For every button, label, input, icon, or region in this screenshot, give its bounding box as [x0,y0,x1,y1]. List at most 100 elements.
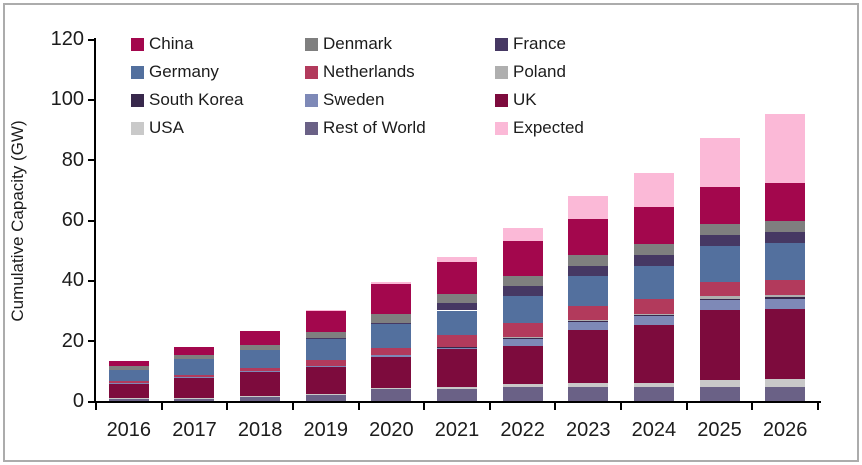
bar-segment-denmark-2023 [568,254,609,266]
bar-segment-sweden-2024 [633,315,674,325]
legend-swatch-poland [495,65,508,79]
bar-segment-denmark-2018 [240,345,281,350]
bar-segment-denmark-2025 [699,223,740,235]
bar-segment-germany-2022 [502,296,543,324]
y-tick-20 [88,340,95,343]
legend-swatch-netherlands [305,65,318,79]
legend-label-germany: Germany [149,62,219,81]
legend-item-usa: USA [131,118,305,138]
legend-item-netherlands: Netherlands [305,62,495,82]
bar-segment-poland-2025 [699,296,740,299]
x-tick-6 [488,403,491,410]
legend-swatch-china [131,37,144,51]
bar-segment-uk-2023 [568,330,609,384]
legend-item-poland: Poland [495,62,725,82]
legend-swatch-sweden [305,93,318,107]
legend: China Denmark France Germany Netherlands Pola… [131,30,725,142]
bar-segment-rest-of-world-2026 [765,386,806,401]
legend-label-sweden: Sweden [323,90,385,109]
bar-segment-france-2024 [633,255,674,267]
x-tick-1 [160,403,163,410]
bar-segment-denmark-2022 [502,276,543,287]
bar-segment-china-2019 [305,311,346,333]
bar-segment-uk-2018 [240,371,281,396]
y-tick-label-60: 60 [61,209,84,231]
y-tick-0 [88,400,95,403]
x-tick-5 [423,403,426,410]
bar-segment-china-2017 [174,346,215,355]
bar-segment-rest-of-world-2024 [633,386,674,401]
bar-segment-usa-2022 [502,384,543,388]
bar-segment-denmark-2017 [174,354,215,359]
bar-segment-sweden-2020 [371,355,412,358]
bar-segment-usa-2024 [633,383,674,387]
legend-item-south-korea: South Korea [131,90,305,110]
bar-segment-expected-2025 [699,138,740,187]
legend-label-poland: Poland [513,62,566,81]
bar-segment-uk-2025 [699,310,740,380]
x-tick-label-2022: 2022 [500,419,545,441]
bar-segment-uk-2019 [305,366,346,394]
bar-segment-netherlands-2020 [371,347,412,356]
bar-segment-france-2022 [502,286,543,297]
x-tick-0 [95,403,97,410]
x-tick-label-2024: 2024 [631,419,677,441]
bar-segment-expected-2022 [502,228,543,241]
y-axis-line [94,38,96,403]
x-tick-label-2021: 2021 [434,419,480,441]
bar-segment-france-2023 [568,265,609,276]
y-tick-label-0: 0 [72,390,84,412]
legend-swatch-germany [131,65,144,79]
bar-segment-uk-2020 [371,357,412,389]
bar-segment-france-2019 [305,338,346,339]
bar-segment-usa-2023 [568,383,609,387]
bar-segment-rest-of-world-2016 [108,398,149,401]
legend-item-expected: Expected [495,118,725,138]
bar-segment-germany-2025 [699,245,740,282]
bar-segment-expected-2026 [765,113,806,184]
x-tick-3 [291,403,294,410]
legend-swatch-rest-of-world [305,121,318,135]
bar-segment-rest-of-world-2020 [371,389,412,401]
x-tick-label-2019: 2019 [303,419,348,441]
legend-label-south-korea: South Korea [149,90,244,109]
bar-segment-germany-2021 [437,310,477,335]
legend-item-denmark: Denmark [305,34,495,54]
x-tick-label-2020: 2020 [369,419,414,441]
x-axis-line [88,401,821,403]
x-tick-label-2023: 2023 [566,419,611,441]
bar-segment-china-2023 [568,218,609,255]
bar-segment-uk-2022 [502,345,543,385]
bar-segment-germany-2024 [633,266,674,300]
bar-segment-uk-2021 [437,349,477,387]
bar-segment-germany-2026 [765,243,806,280]
bar-segment-china-2020 [371,284,412,315]
bar-segment-china-2021 [437,262,477,294]
bar-segment-sweden-2022 [502,338,543,346]
bar-segment-china-2024 [633,207,674,245]
bar-segment-denmark-2016 [108,365,149,370]
bar-segment-rest-of-world-2017 [174,397,215,401]
bar-segment-usa-2021 [437,386,477,389]
legend-item-france: France [495,34,725,54]
y-tick-label-20: 20 [61,329,84,352]
bar-segment-netherlands-2024 [633,299,674,314]
bar-segment-sweden-2019 [305,366,346,367]
bar-segment-china-2018 [240,331,281,346]
bar-segment-germany-2023 [568,275,609,306]
y-tick-60 [88,219,95,222]
bar-segment-germany-2017 [174,358,215,375]
bar-segment-rest-of-world-2023 [568,386,609,401]
bar-segment-denmark-2026 [765,220,806,233]
bar-segment-usa-2020 [371,388,412,390]
x-tick-label-2017: 2017 [172,419,217,441]
bar-segment-sweden-2017 [174,377,215,378]
x-tick-2 [226,403,229,410]
bar-segment-netherlands-2019 [305,360,346,367]
bar-segment-rest-of-world-2019 [305,394,346,401]
y-tick-label-40: 40 [61,269,84,292]
bar-segment-denmark-2019 [305,332,346,339]
bar-segment-denmark-2020 [371,314,412,324]
x-tick-label-2016: 2016 [106,419,152,441]
